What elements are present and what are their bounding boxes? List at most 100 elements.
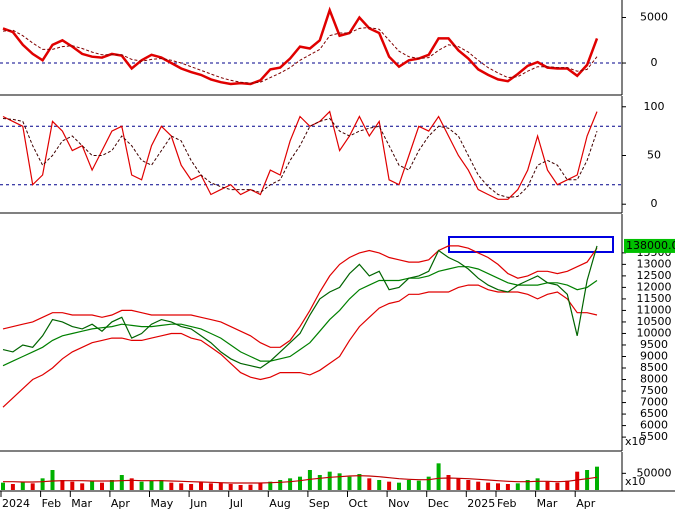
y-tick-label: 7500 xyxy=(640,384,668,397)
volume-bar xyxy=(258,483,263,490)
volume-bar xyxy=(347,476,352,490)
volume-bar xyxy=(100,482,104,490)
y-tick-label: 13000 xyxy=(637,257,672,270)
volume-bar xyxy=(20,481,25,490)
volume-bar xyxy=(555,482,560,490)
volume-bar xyxy=(149,480,154,490)
volume-bar xyxy=(30,483,35,490)
volume-bar xyxy=(575,471,580,490)
volume-bar xyxy=(50,470,55,490)
volume-bar xyxy=(535,478,540,490)
x-tick-label: Mar xyxy=(71,497,92,510)
y-tick-label: 12000 xyxy=(637,280,672,293)
x-tick-label: Apr xyxy=(111,497,131,510)
volume-bar xyxy=(565,480,570,490)
y-tick-label: 0 xyxy=(651,197,658,210)
volume-bar xyxy=(288,478,293,490)
series-line xyxy=(2,26,598,84)
series-line xyxy=(2,117,598,198)
y-tick-label: 8500 xyxy=(640,361,668,374)
volume-bar xyxy=(397,482,401,490)
volume-bar xyxy=(208,483,213,490)
y-tick-label: 10000 xyxy=(637,326,672,339)
volume-bar xyxy=(109,480,114,490)
series-line xyxy=(3,475,598,484)
volume-bar xyxy=(505,484,510,490)
y-tick-label: 9000 xyxy=(640,349,668,362)
series-line xyxy=(2,245,598,369)
volume-bar xyxy=(337,473,342,490)
series-line xyxy=(2,245,598,348)
x-tick-label: Sep xyxy=(309,497,330,510)
volume-bar xyxy=(585,470,590,490)
volume-bar xyxy=(436,463,441,490)
volume-bar xyxy=(119,475,124,490)
y-tick-label: 50000 xyxy=(637,466,672,479)
volume-bar xyxy=(357,474,362,490)
volume-bar xyxy=(90,480,95,490)
volume-bar xyxy=(525,480,530,490)
volume-bar xyxy=(1,482,5,490)
y-tick-label: 0 xyxy=(651,56,658,69)
volume-bar xyxy=(268,481,273,490)
volume-bar xyxy=(10,484,15,490)
volume-bar xyxy=(317,475,322,490)
y-tick-label: 9500 xyxy=(640,338,668,351)
series-line xyxy=(2,6,599,86)
x-tick-label: Jun xyxy=(189,497,207,510)
x-tick-label: Feb xyxy=(42,497,61,510)
volume-bar xyxy=(238,485,243,490)
volume-bar xyxy=(298,476,302,490)
volume-bar xyxy=(486,482,491,490)
volume-bar xyxy=(466,480,471,490)
volume-bar xyxy=(416,480,421,490)
x-tick-label: Dec xyxy=(428,497,449,510)
volume-bar xyxy=(367,478,372,490)
volume-bar xyxy=(545,481,550,490)
volume-bar xyxy=(159,480,164,490)
x-tick-label: Oct xyxy=(349,497,369,510)
multiplier-label: x10 xyxy=(625,475,646,488)
volume-bar xyxy=(515,483,520,490)
price-tag: 138000.0 xyxy=(626,239,675,252)
y-tick-label: 5500 xyxy=(640,430,668,443)
y-tick-label: 50 xyxy=(647,148,661,161)
volume-bar xyxy=(189,484,194,490)
y-tick-label: 11500 xyxy=(637,292,672,305)
volume-bar xyxy=(327,471,332,490)
highlight-box xyxy=(448,236,614,253)
x-tick-label: 2024 xyxy=(2,497,30,510)
volume-bar xyxy=(496,483,500,490)
volume-bar xyxy=(169,482,174,490)
x-tick-label: 2025 xyxy=(467,497,495,510)
x-tick-label: Feb xyxy=(497,497,516,510)
series-line xyxy=(2,284,598,408)
volume-bar xyxy=(387,481,392,490)
volume-bar xyxy=(426,476,431,490)
volume-bar xyxy=(595,466,599,490)
x-tick-label: Jul xyxy=(229,497,243,510)
volume-bar xyxy=(278,480,283,490)
x-tick-label: May xyxy=(151,497,174,510)
series-line xyxy=(2,110,598,200)
series-line xyxy=(2,266,598,367)
volume-bar xyxy=(40,478,45,490)
volume-bar xyxy=(70,481,75,490)
x-tick-label: Mar xyxy=(537,497,558,510)
volume-bar xyxy=(80,483,85,490)
volume-bar xyxy=(456,478,461,490)
multiplier-label: x10 xyxy=(625,435,646,448)
volume-bar xyxy=(248,484,253,490)
volume-bar xyxy=(139,481,144,490)
y-tick-label: 8000 xyxy=(640,373,668,386)
y-tick-label: 5000 xyxy=(640,10,668,23)
volume-bar xyxy=(199,481,203,490)
x-tick-label: Aug xyxy=(269,497,290,510)
x-tick-label: Nov xyxy=(388,497,410,510)
volume-bar xyxy=(228,484,233,490)
volume-bar xyxy=(406,480,411,490)
price-tag-bg xyxy=(624,238,675,253)
y-tick-label: 6500 xyxy=(640,407,668,420)
volume-bar xyxy=(60,480,65,490)
